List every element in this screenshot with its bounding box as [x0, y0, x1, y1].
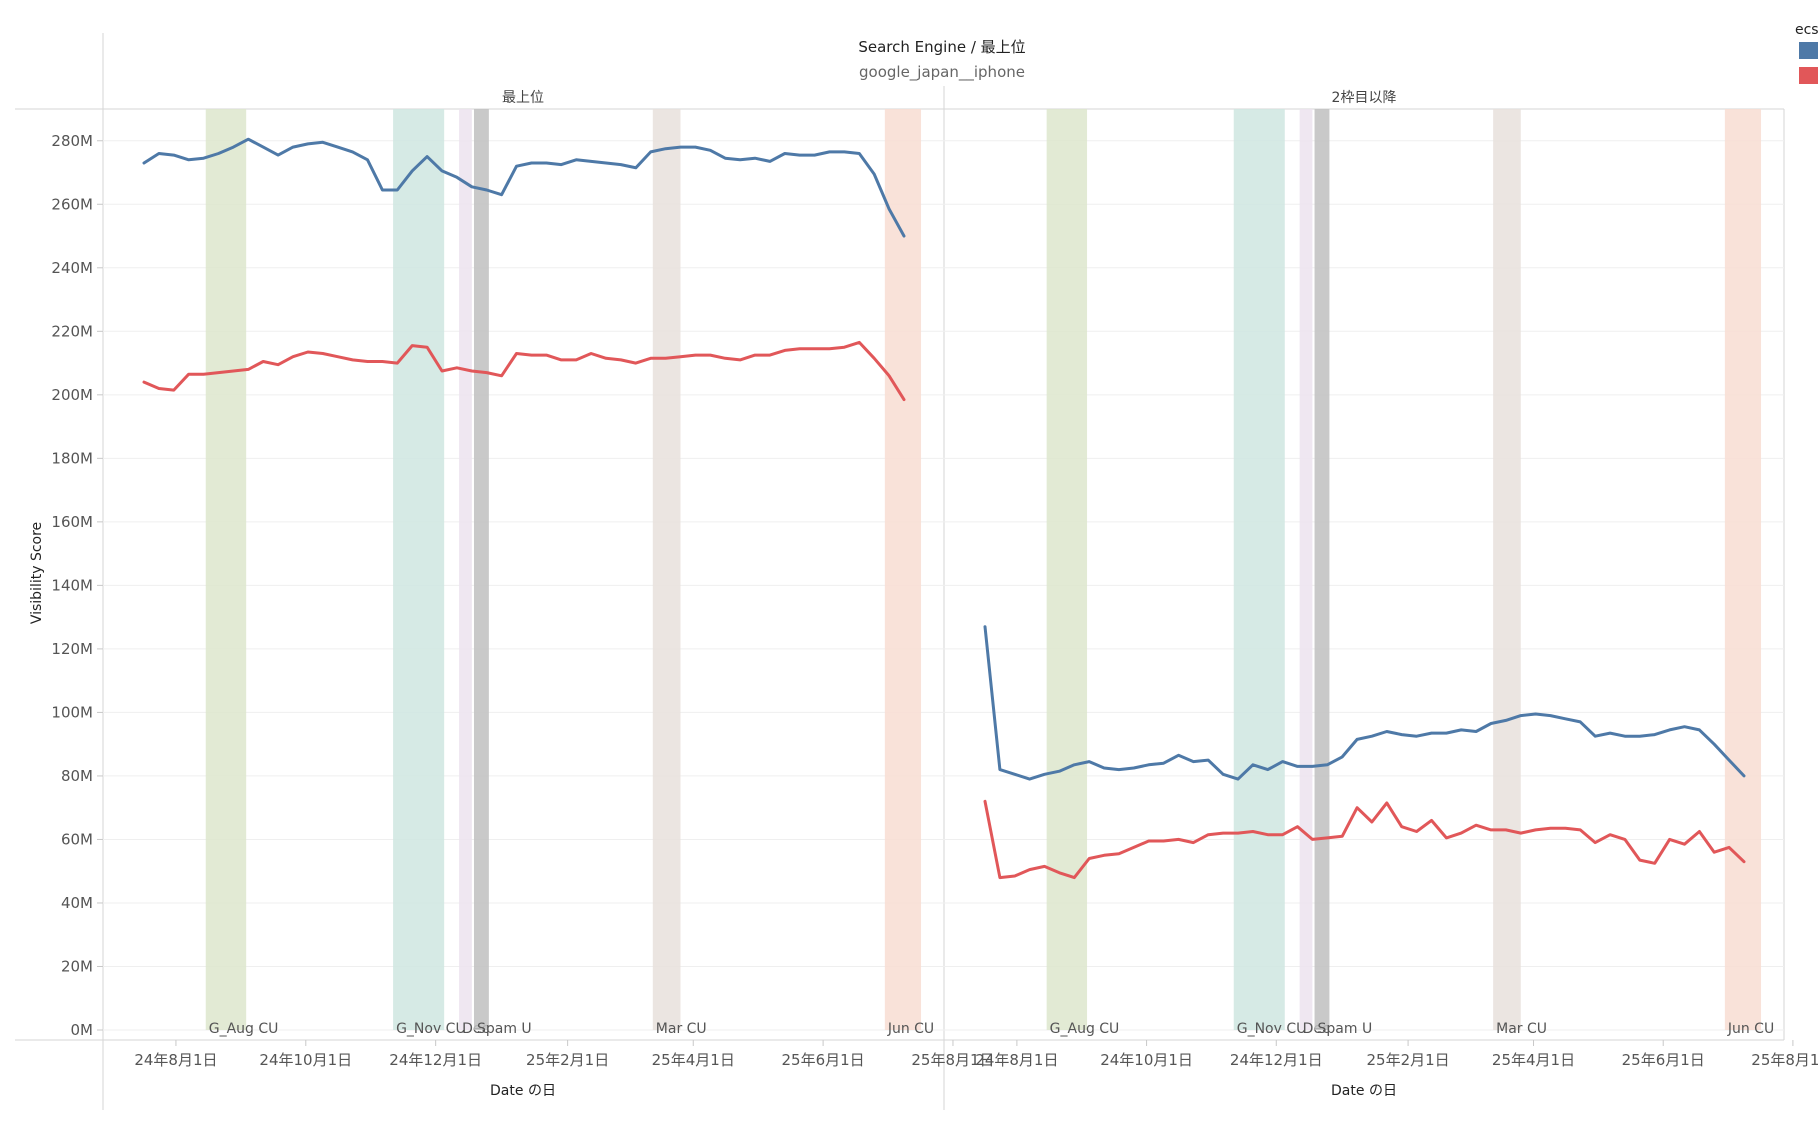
y-tick-label: 240M [51, 259, 93, 277]
y-axis-ticks: 0M 20M 40M 60M 80M 100M 120M 140M 160M 180M 200M 22… [51, 132, 103, 1039]
event-band [1046, 109, 1088, 1030]
x-tick-label: 24年10月1日 [1100, 1051, 1193, 1069]
y-tick-label: 140M [51, 576, 93, 594]
event-band [1233, 109, 1285, 1030]
event-band-label: Mar CU [1496, 1021, 1547, 1037]
event-band-label: G_Nov CU [396, 1021, 466, 1037]
y-tick-label: 60M [61, 830, 93, 848]
event-band [652, 109, 681, 1030]
x-tick-label: 24年8月1日 [975, 1051, 1058, 1069]
legend-title: ecs [1795, 22, 1818, 38]
series-lines [142, 137, 1746, 880]
y-tick-label: 280M [51, 132, 93, 150]
x-tick-label: 25年8月1日 [1751, 1051, 1818, 1069]
x-tick-label: 24年12月1日 [1230, 1051, 1323, 1069]
legend: ecs [1795, 22, 1818, 84]
x-tick-label: 24年8月1日 [134, 1051, 217, 1069]
y-tick-label: 180M [51, 449, 93, 467]
series-line-blue-panel-2[interactable] [983, 625, 1746, 781]
event-band [884, 109, 922, 1030]
event-band [1299, 109, 1313, 1030]
x-tick-label: 25年2月1日 [1366, 1051, 1449, 1069]
event-band-label: G_Aug CU [209, 1021, 279, 1037]
event-band-label: Mar CU [656, 1021, 707, 1037]
event-band-label: Spam U [1318, 1021, 1373, 1037]
event-band [205, 109, 247, 1030]
x-tick-label: 24年12月1日 [389, 1051, 482, 1069]
y-tick-label: 80M [61, 767, 93, 785]
event-band-label: Jun CU [887, 1021, 934, 1037]
chart-subtitle: google_japan__iphone [859, 63, 1025, 82]
x-axis-title-left: Date の日 [490, 1083, 556, 1099]
x-tick-label: 25年2月1日 [526, 1051, 609, 1069]
y-tick-label: 120M [51, 640, 93, 658]
series-line-blue-panel-1[interactable] [142, 137, 906, 238]
legend-swatch-blue[interactable] [1799, 42, 1818, 59]
event-band [1724, 109, 1762, 1030]
event-band [1314, 109, 1330, 1030]
legend-swatch-red[interactable] [1799, 67, 1818, 84]
event-band [459, 109, 472, 1030]
y-tick-label: 20M [61, 957, 93, 975]
x-tick-label: 25年4月1日 [1492, 1051, 1575, 1069]
event-band [1493, 109, 1521, 1030]
panel-title-left: 最上位 [502, 90, 544, 106]
x-tick-label: 25年4月1日 [652, 1051, 735, 1069]
event-band [473, 109, 489, 1030]
event-band [393, 109, 445, 1030]
y-tick-label: 40M [61, 894, 93, 912]
series-line-red-panel-1[interactable] [142, 340, 906, 402]
x-axis-ticks: 24年8月1日 24年10月1日 24年12月1日 25年2月1日 25年4月1日 25年… [134, 1040, 1818, 1069]
x-tick-label: 25年6月1日 [782, 1051, 865, 1069]
y-tick-label: 0M [71, 1021, 94, 1039]
panel-title-right: 2枠目以降 [1332, 90, 1397, 106]
y-tick-label: 200M [51, 386, 93, 404]
y-tick-label: 100M [51, 703, 93, 721]
x-tick-label: 24年10月1日 [259, 1051, 352, 1069]
event-band-label: Jun CU [1727, 1021, 1774, 1037]
chart-title: Search Engine / 最上位 [858, 38, 1025, 56]
event-band-label: Spam U [477, 1021, 532, 1037]
event-band-label: G_Aug CU [1050, 1021, 1120, 1037]
x-tick-label: 25年8月1日 [911, 1051, 994, 1069]
y-tick-label: 260M [51, 195, 93, 213]
x-axis-title-right: Date の日 [1331, 1083, 1397, 1099]
x-tick-label: 25年6月1日 [1622, 1051, 1705, 1069]
event-band-label: G_Nov CU [1237, 1021, 1307, 1037]
y-tick-label: 220M [51, 322, 93, 340]
y-axis-title: Visibility Score [29, 522, 45, 624]
y-tick-label: 160M [51, 513, 93, 531]
series-line-red-panel-2[interactable] [983, 799, 1746, 880]
